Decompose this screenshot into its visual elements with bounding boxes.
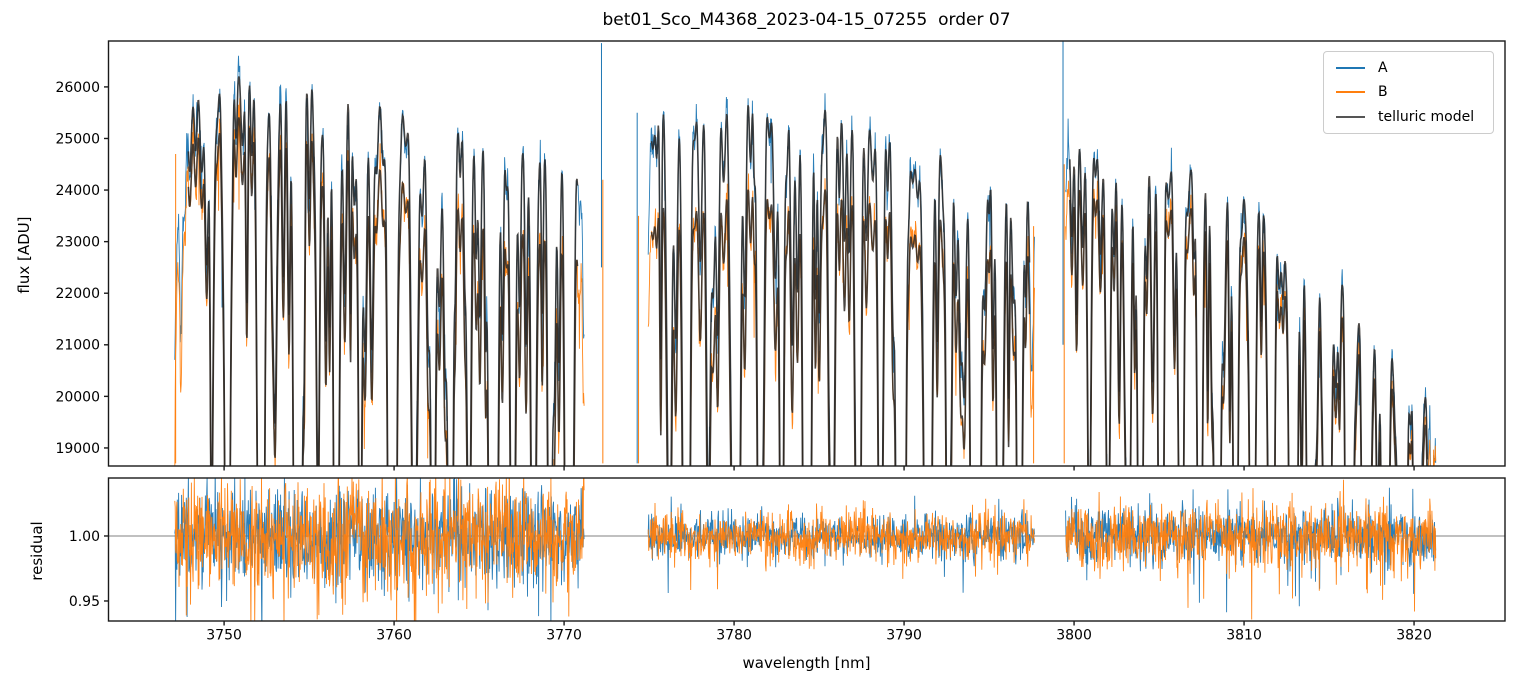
series-telluric-model xyxy=(650,105,1031,466)
x-tick-label: 3750 xyxy=(206,628,242,644)
flux-y-tick-label: 19000 xyxy=(55,441,100,457)
legend-label-telluric: telluric model xyxy=(1378,108,1475,125)
residual-y-tick-label: 1.00 xyxy=(69,529,100,545)
series-telluric-model xyxy=(1069,189,1428,466)
series-B-residual xyxy=(647,498,1035,591)
residual-panel-data xyxy=(108,478,1505,621)
x-tick-label: 3770 xyxy=(546,628,582,644)
residual-panel-frame xyxy=(107,477,1506,622)
x-tick-label: 3760 xyxy=(376,628,412,644)
flux-y-tick-label: 22000 xyxy=(55,286,100,302)
series-telluric-model xyxy=(187,76,579,466)
series-telluric-model xyxy=(650,189,1031,466)
series-B-residual xyxy=(1065,479,1437,620)
wavelength-axis-label: wavelength [nm] xyxy=(742,654,871,672)
flux-axis-label: flux [ADU] xyxy=(15,216,33,294)
flux-panel-frame xyxy=(107,40,1506,467)
residual-y-tick-label: 0.95 xyxy=(69,594,100,610)
flux-y-tick-label: 23000 xyxy=(55,235,100,251)
legend-item-a: A xyxy=(1324,60,1493,76)
x-tick-label: 3800 xyxy=(1056,628,1092,644)
legend-label-b: B xyxy=(1378,84,1388,101)
series-B-flux xyxy=(174,98,585,466)
flux-y-tick-label: 20000 xyxy=(55,389,100,405)
flux-y-tick-label: 26000 xyxy=(55,80,100,96)
x-tick-label: 3820 xyxy=(1396,628,1432,644)
flux-y-tick-label: 21000 xyxy=(55,338,100,354)
series-B-residual xyxy=(174,478,585,621)
flux-y-tick-label: 24000 xyxy=(55,183,100,199)
figure-title: bet01_Sco_M4368_2023-04-15_07255 order 0… xyxy=(602,10,1011,30)
x-tick-label: 3810 xyxy=(1226,628,1262,644)
legend-item-b: B xyxy=(1324,84,1493,100)
series-A-flux xyxy=(174,55,585,466)
flux-panel-data xyxy=(174,41,1437,466)
series-telluric-model xyxy=(187,117,579,466)
flux-y-tick-label: 25000 xyxy=(55,131,100,147)
legend-line-telluric-icon xyxy=(1336,115,1365,118)
x-tick-label: 3780 xyxy=(716,628,752,644)
residual-axis-label: residual xyxy=(28,521,46,581)
legend-item-telluric: telluric model xyxy=(1324,109,1493,125)
legend-line-a-icon xyxy=(1336,67,1365,70)
legend-line-b-icon xyxy=(1336,91,1365,94)
legend-label-a: A xyxy=(1378,60,1388,77)
x-tick-label: 3790 xyxy=(886,628,922,644)
legend: A B telluric model xyxy=(1323,51,1494,134)
